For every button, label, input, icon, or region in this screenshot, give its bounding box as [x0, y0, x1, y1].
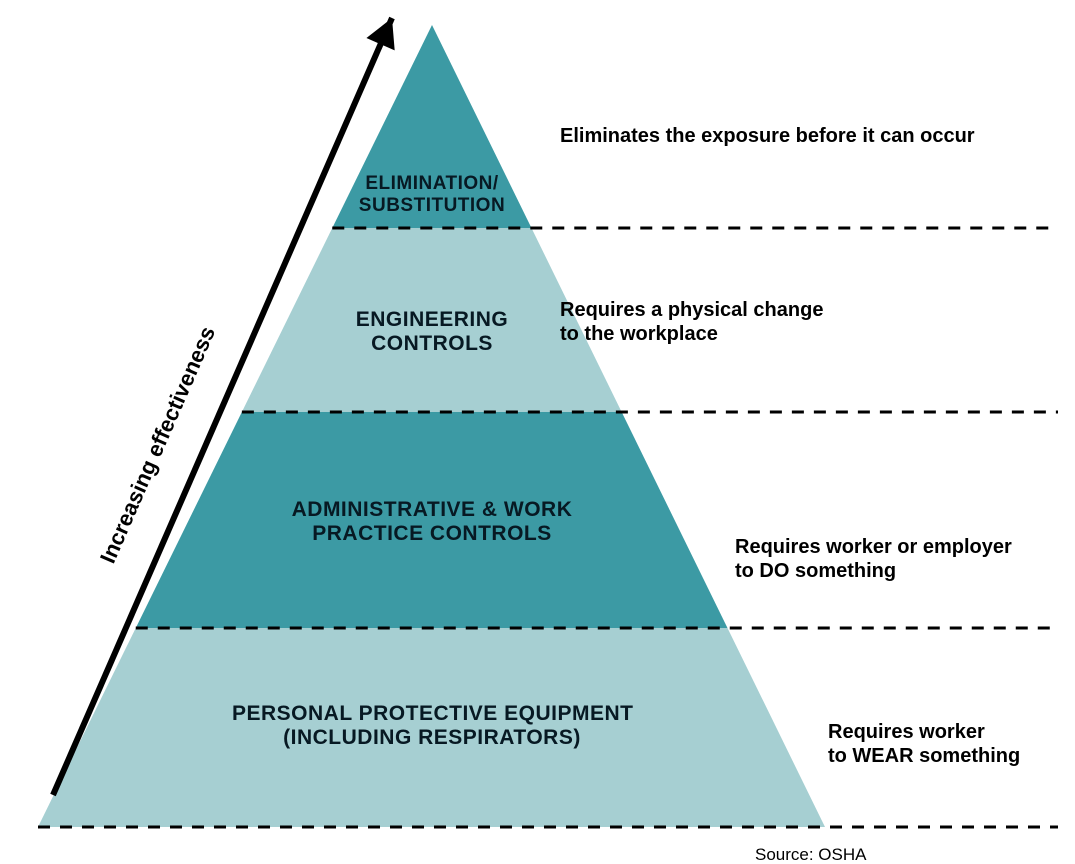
level-desc-administrative: Requires worker or employer to DO someth… [735, 535, 1012, 583]
level-label-ppe: PERSONAL PROTECTIVE EQUIPMENT (INCLUDING… [232, 702, 632, 750]
level-desc-elimination: Eliminates the exposure before it can oc… [560, 124, 975, 148]
level-label-elimination: ELIMINATION/ SUBSTITUTION [232, 173, 632, 217]
level-desc-ppe: Requires worker to WEAR something [828, 720, 1020, 768]
infographic-stage: Increasing effectiveness Source: OSHA EL… [0, 0, 1075, 864]
level-label-administrative: ADMINISTRATIVE & WORK PRACTICE CONTROLS [232, 498, 632, 546]
level-desc-engineering: Requires a physical change to the workpl… [560, 298, 823, 346]
source-text: Source: OSHA [755, 845, 867, 864]
